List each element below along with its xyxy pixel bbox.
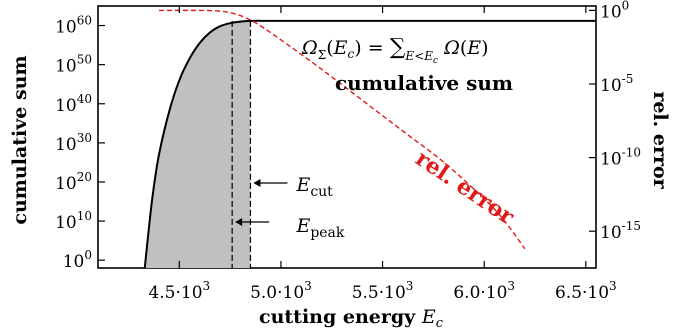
x-axis-title-sub: c [436, 316, 444, 331]
x-axis-title-var: E [421, 306, 436, 328]
y-right-tick-label: 10-10 [600, 146, 641, 170]
arrowhead-cut [253, 179, 260, 187]
y-right-tick-label: 10-15 [600, 219, 641, 243]
label-E-peak: Epeak [295, 215, 344, 241]
x-axis-title-word: cutting energy [259, 306, 422, 328]
x-tick-label: 5.5·103 [352, 279, 414, 303]
y-left-tick-label: 1030 [55, 131, 92, 155]
y-left-tick-label: 1020 [55, 170, 92, 194]
y-left-tick-label: 1060 [55, 14, 92, 38]
y-left-tick-label: 1050 [55, 53, 92, 77]
x-tick-label: 6.5·103 [555, 279, 617, 303]
label-E-cut: Ecut [295, 174, 333, 200]
y-left-tick-label: 1040 [55, 92, 92, 116]
x-tick-label: 5.0·103 [250, 279, 312, 303]
x-axis-title: cutting energy Ec [259, 306, 444, 331]
x-tick-label: 4.5·103 [148, 279, 210, 303]
y-left-tick-label: 100 [63, 248, 92, 272]
y-right-tick-label: 10-5 [600, 72, 633, 96]
y-right-tick-label: 100 [600, 0, 629, 22]
y-right-axis-title: rel. error [649, 91, 671, 189]
x-tick-label: 6.0·103 [453, 279, 515, 303]
cumulative-sum-annotation: cumulative sum [335, 71, 513, 95]
y-left-axis-title: cumulative sum [9, 55, 31, 224]
rel-error-annotation: rel. error [411, 145, 519, 230]
formula-annotation: ΩΣ(Ec) = ∑E<Ec Ω(E) [301, 35, 489, 66]
y-left-tick-label: 1010 [55, 209, 92, 233]
